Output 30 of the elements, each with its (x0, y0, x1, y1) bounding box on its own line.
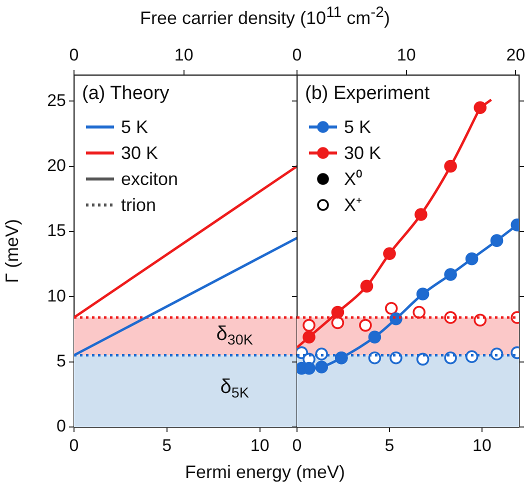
legend-label: 5 K (344, 116, 372, 137)
legend-label: 30 K (121, 142, 158, 163)
x-axis-title: Fermi energy (meV) (184, 462, 346, 483)
y-tick-label: 0 (56, 416, 66, 436)
y-tick-label: 20 (47, 156, 66, 175)
y-tick-label: 5 (56, 352, 66, 370)
legend-label: 5 K (121, 116, 148, 137)
chart-title: (b) Experiment (305, 83, 430, 104)
y-tick-label: 25 (47, 90, 66, 110)
x-tick-label: 0 (69, 436, 79, 455)
legend-label: trion (121, 194, 156, 215)
x2-tick-label: 0 (292, 45, 302, 64)
y-axis-title: Γ (meV) (2, 219, 22, 283)
chart-title: (a) Theory (82, 83, 170, 104)
x-tick-label: 10 (250, 436, 270, 455)
x2-tick-label: 10 (174, 45, 194, 64)
legend-label: X⁰ (344, 168, 362, 189)
x2-axis-title: Free carrier density (10$^{11}$ cm$^{-2}$) (139, 4, 391, 29)
x-tick-label: 0 (292, 436, 302, 455)
x-tick-label: 5 (162, 436, 172, 455)
legend-label: X⁺ (344, 194, 362, 215)
x2-tick-label: 0 (69, 45, 79, 64)
y-tick-label: 15 (47, 221, 66, 240)
legend-label: 30 K (344, 142, 382, 163)
x2-tick-label: 20 (506, 45, 526, 64)
x-tick-label: 5 (384, 436, 394, 455)
legend-label: exciton (121, 168, 178, 189)
x-tick-label: 10 (472, 436, 492, 455)
x2-tick-label: 10 (396, 45, 416, 64)
y-tick-label: 10 (47, 286, 66, 306)
